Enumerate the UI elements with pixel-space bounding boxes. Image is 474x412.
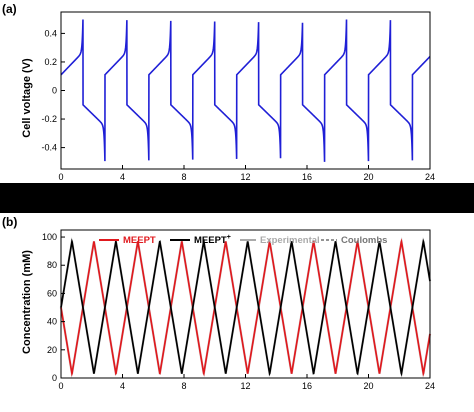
x-tick-label: 12 <box>240 381 250 391</box>
separator-band <box>0 183 474 213</box>
x-tick-label: 8 <box>181 172 186 182</box>
x-tick-label: 4 <box>120 381 125 391</box>
panel-b: (b) Concentration (mM) 0 4 8 12 16 20 24 0 20 40 6… <box>2 215 435 391</box>
y-tick-label: 100 <box>42 232 57 242</box>
legend-label-meept-plus-name: MEEPT <box>194 235 227 246</box>
legend-label-coulombs: Coulombs <box>341 235 387 246</box>
panel-b-ylabel: Concentration (mM) <box>21 250 33 354</box>
y-tick-label: -0.2 <box>41 114 57 124</box>
y-tick-label: 40 <box>47 317 57 327</box>
panel-b-frame <box>60 229 431 379</box>
x-tick-label: 16 <box>302 381 312 391</box>
x-tick-label: 20 <box>363 381 373 391</box>
panel-a: (a) Cell voltage (V) 0 4 8 12 16 20 24 -0.4 -0.2… <box>2 2 435 182</box>
y-tick-label: -0.4 <box>41 143 57 153</box>
x-tick-label: 20 <box>363 172 373 182</box>
x-tick-label: 4 <box>120 172 125 182</box>
y-tick-label: 20 <box>47 345 57 355</box>
legend-label-meept-plus: MEEPT+ <box>194 234 231 246</box>
series-meept-plus <box>60 238 431 377</box>
series-cell-voltage <box>60 19 431 162</box>
y-tick-label: 0.2 <box>44 57 57 67</box>
legend-label-experimental: Experimental <box>260 235 320 246</box>
x-tick-label: 24 <box>425 381 435 391</box>
y-tick-label: 0 <box>52 373 57 383</box>
panel-b-plot <box>59 236 432 379</box>
y-tick-label: 80 <box>47 260 57 270</box>
panel-a-frame <box>60 11 431 170</box>
legend-label-meept: MEEPT <box>123 235 156 246</box>
x-tick-label: 0 <box>58 172 63 182</box>
x-tick-label: 8 <box>181 381 186 391</box>
x-tick-label: 0 <box>58 381 63 391</box>
panel-a-ylabel: Cell voltage (V) <box>21 58 33 138</box>
y-tick-label: 0 <box>52 86 57 96</box>
legend-label-meept-plus-sup: + <box>227 234 231 241</box>
y-tick-label: 60 <box>47 288 57 298</box>
panel-a-ticks: 0 4 8 12 16 20 24 -0.4 -0.2 0 0.2 0.4 <box>41 28 435 182</box>
legend: MEEPT MEEPT+ Experimental Coulombs <box>99 234 387 246</box>
panel-b-label: (b) <box>2 215 17 229</box>
x-tick-label: 16 <box>302 172 312 182</box>
panel-a-plot <box>60 19 431 162</box>
panel-a-label: (a) <box>2 2 17 16</box>
x-tick-label: 24 <box>425 172 435 182</box>
x-tick-label: 12 <box>240 172 250 182</box>
y-tick-label: 0.4 <box>44 28 57 38</box>
